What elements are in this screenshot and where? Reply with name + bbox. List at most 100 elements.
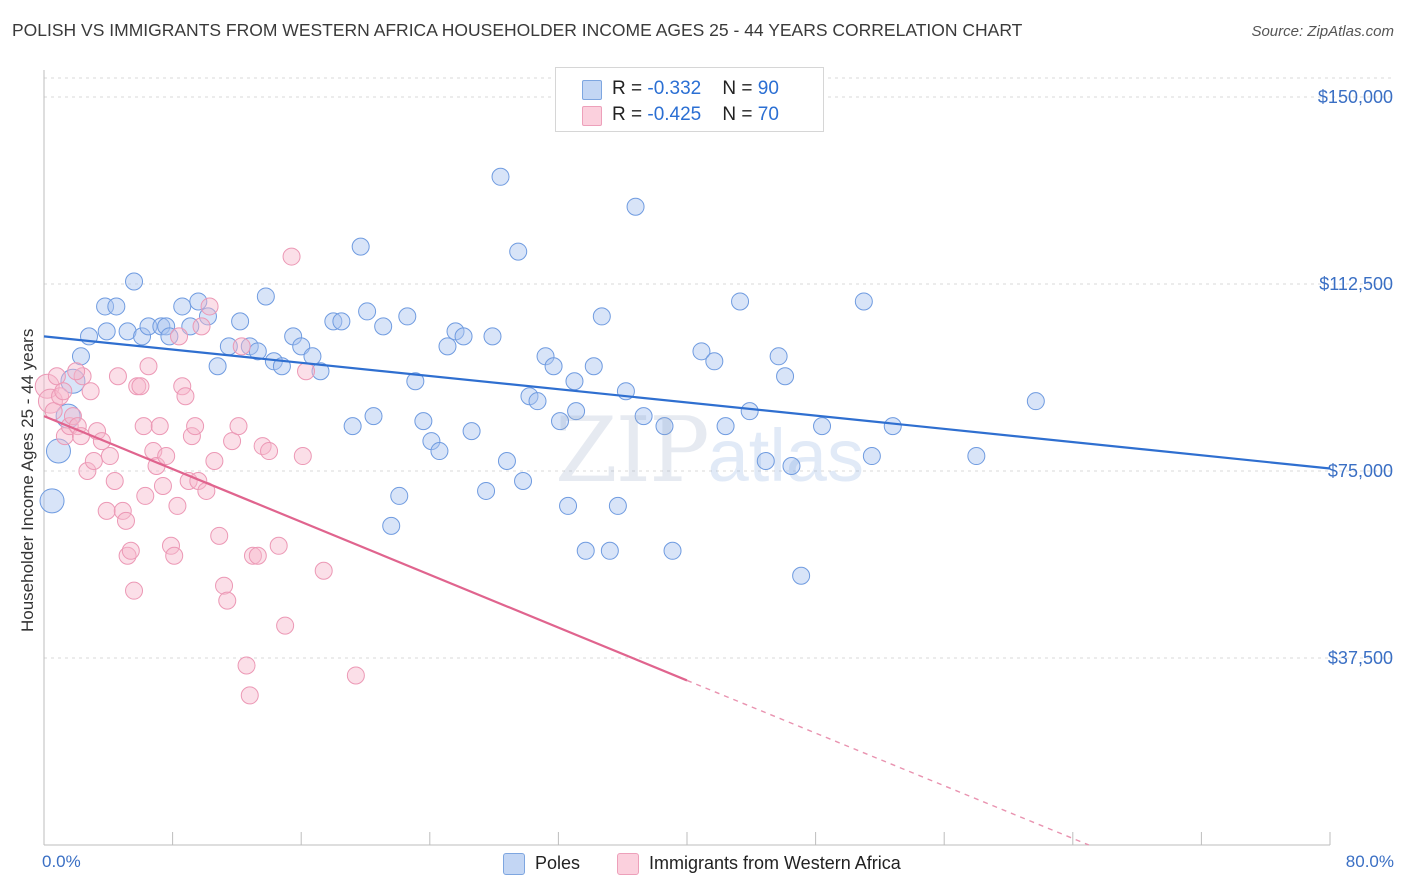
western-africa-point bbox=[223, 432, 242, 451]
poles-point bbox=[208, 357, 227, 376]
poles-point bbox=[39, 488, 65, 514]
poles-point bbox=[71, 347, 90, 366]
poles-point bbox=[173, 297, 192, 316]
series-western-africa bbox=[34, 247, 365, 705]
poles-point bbox=[438, 337, 457, 356]
legend-swatch-western-africa bbox=[582, 106, 602, 126]
correlation-legend: R = -0.332 N = 90 R = -0.425 N = 70 bbox=[555, 67, 824, 132]
poles-point bbox=[454, 327, 473, 346]
y-tick-labels: $37,500 $75,000 $112,500 $150,000 bbox=[1318, 87, 1393, 668]
western-africa-point bbox=[200, 297, 219, 316]
poles-point bbox=[248, 342, 267, 361]
legend-r-value-western-africa: -0.425 bbox=[647, 104, 702, 125]
western-africa-point bbox=[63, 407, 82, 426]
poles-point bbox=[551, 412, 570, 431]
western-africa-point bbox=[205, 452, 224, 471]
western-africa-point bbox=[229, 417, 248, 436]
poles-point bbox=[769, 347, 788, 366]
poles-point bbox=[118, 322, 137, 341]
poles-point bbox=[514, 471, 533, 490]
watermark: ZIPatlas bbox=[555, 398, 864, 503]
western-africa-point bbox=[276, 616, 295, 635]
western-africa-point bbox=[116, 511, 135, 530]
poles-point bbox=[491, 167, 510, 186]
poles-point bbox=[358, 302, 377, 321]
poles-point bbox=[107, 297, 126, 316]
western-africa-point bbox=[108, 367, 127, 386]
western-africa-point bbox=[105, 471, 124, 490]
western-africa-legend-label: Immigrants from Western Africa bbox=[649, 853, 901, 873]
western-africa-point bbox=[161, 536, 180, 555]
poles-point bbox=[343, 417, 362, 436]
western-africa-point bbox=[260, 442, 279, 461]
poles-point bbox=[390, 486, 409, 505]
poles-point bbox=[414, 412, 433, 431]
poles-point bbox=[483, 327, 502, 346]
poles-point bbox=[731, 292, 750, 311]
watermark-atlas: atlas bbox=[707, 414, 864, 497]
poles-point bbox=[559, 496, 578, 515]
western-africa-point bbox=[346, 666, 365, 685]
poles-point bbox=[311, 362, 330, 381]
western-africa-point bbox=[243, 546, 262, 565]
poles-point bbox=[292, 337, 311, 356]
western-africa-point bbox=[121, 541, 140, 560]
poles-point bbox=[430, 442, 449, 461]
poles-swatch bbox=[503, 853, 525, 875]
poles-point bbox=[565, 372, 584, 391]
poles-point bbox=[576, 541, 595, 560]
western-africa-point bbox=[170, 327, 189, 346]
western-africa-point bbox=[282, 247, 301, 266]
poles-point bbox=[189, 292, 208, 311]
western-africa-point bbox=[218, 591, 237, 610]
western-africa-point bbox=[173, 377, 192, 396]
poles-point bbox=[854, 292, 873, 311]
series-poles bbox=[39, 167, 1045, 585]
western-africa-point bbox=[150, 417, 169, 436]
poles-trend-line bbox=[43, 335, 1331, 470]
y-tick-label: $150,000 bbox=[1318, 87, 1393, 107]
western-africa-point bbox=[67, 362, 86, 381]
poles-point bbox=[477, 481, 496, 500]
western-africa-trend-extension bbox=[686, 679, 1090, 846]
western-africa-point bbox=[136, 486, 155, 505]
poles-point bbox=[813, 417, 832, 436]
western-africa-point bbox=[125, 581, 144, 600]
poles-point bbox=[528, 392, 547, 411]
legend-n-label: N = bbox=[722, 78, 758, 99]
western-africa-point bbox=[81, 382, 100, 401]
poles-point bbox=[462, 422, 481, 441]
western-africa-point bbox=[237, 656, 256, 675]
western-africa-point bbox=[97, 501, 116, 520]
x-tick-label-min: 0.0% bbox=[42, 852, 81, 871]
western-africa-point bbox=[34, 373, 60, 399]
western-africa-trend-line bbox=[43, 415, 688, 682]
poles-point bbox=[406, 372, 425, 391]
western-africa-point bbox=[153, 476, 172, 495]
poles-point bbox=[776, 367, 795, 386]
poles-point bbox=[705, 352, 724, 371]
poles-point bbox=[567, 402, 586, 421]
legend-swatch-poles bbox=[582, 80, 602, 100]
axes bbox=[43, 70, 1331, 846]
poles-point bbox=[97, 322, 116, 341]
poles-point bbox=[139, 317, 158, 336]
poles-point bbox=[398, 307, 417, 326]
poles-point bbox=[716, 417, 735, 436]
poles-point bbox=[608, 496, 627, 515]
poles-point bbox=[351, 237, 370, 256]
western-africa-point bbox=[248, 546, 267, 565]
western-africa-point bbox=[71, 427, 90, 446]
western-africa-point bbox=[176, 387, 195, 406]
x-tick-label-max: 80.0% bbox=[1345, 852, 1394, 871]
legend-r-value-poles: -0.332 bbox=[647, 78, 702, 99]
western-africa-point bbox=[134, 417, 153, 436]
western-africa-point bbox=[118, 546, 137, 565]
western-africa-swatch bbox=[617, 853, 639, 875]
legend-n-value-poles: 90 bbox=[757, 78, 779, 99]
trend-lines bbox=[43, 335, 1331, 846]
poles-point bbox=[756, 452, 775, 471]
poles-point bbox=[862, 447, 881, 466]
poles-point bbox=[231, 312, 250, 331]
western-africa-point bbox=[297, 362, 316, 381]
